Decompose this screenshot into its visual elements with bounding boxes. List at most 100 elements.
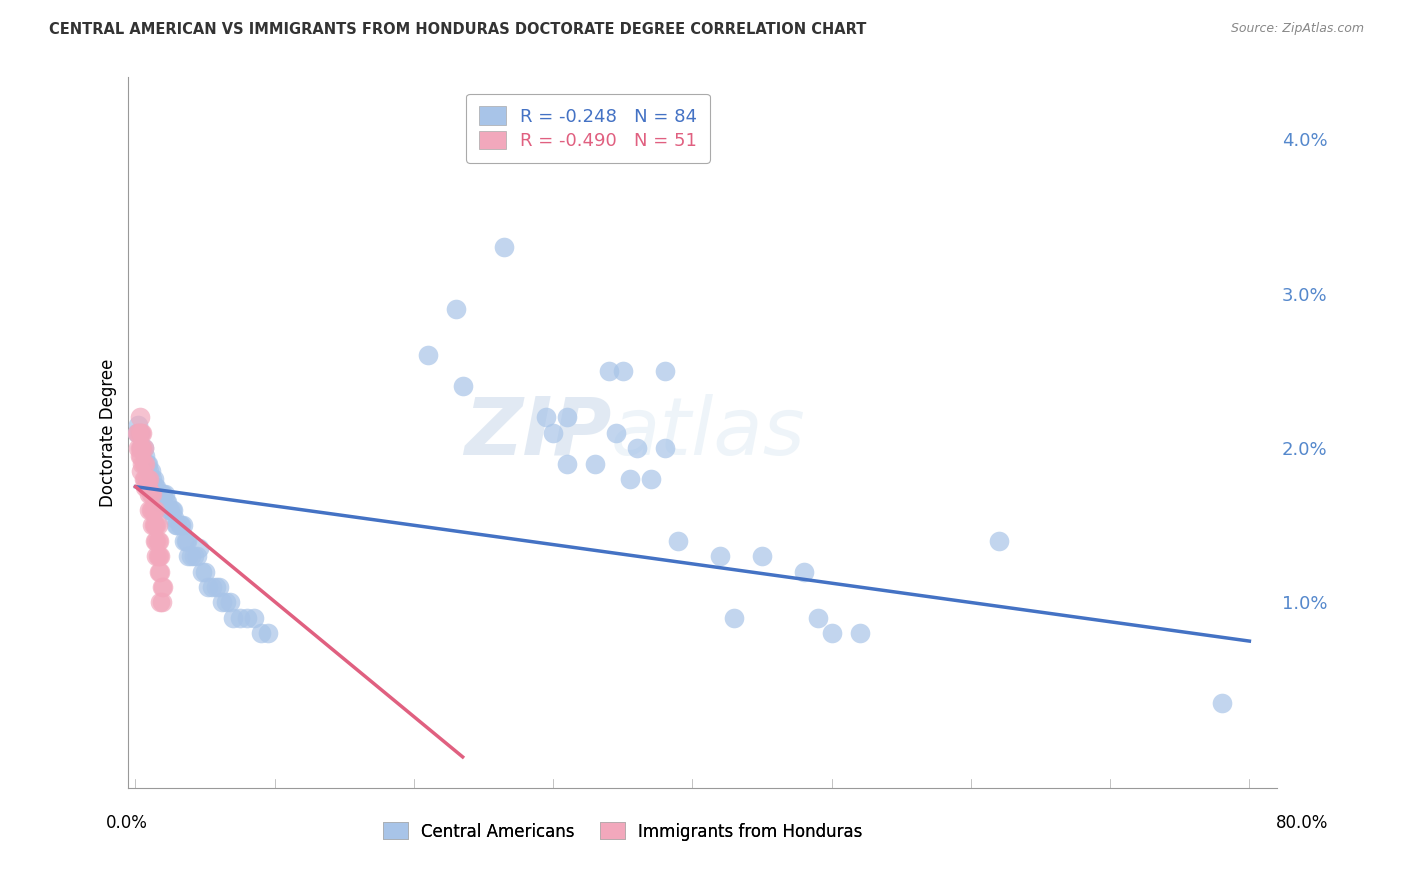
Point <box>256 626 278 640</box>
Point <box>143 480 166 494</box>
Point <box>139 503 162 517</box>
Point <box>132 441 155 455</box>
Point <box>125 425 148 440</box>
Point <box>555 457 578 471</box>
Point <box>143 518 166 533</box>
Point <box>149 565 172 579</box>
Point <box>668 533 690 548</box>
Point <box>416 348 439 362</box>
Point <box>149 549 172 563</box>
Point <box>709 549 731 563</box>
Point <box>146 533 169 548</box>
Point <box>131 425 153 440</box>
Point <box>141 487 163 501</box>
Point <box>134 457 156 471</box>
Point <box>987 533 1010 548</box>
Legend: Central Americans, Immigrants from Honduras: Central Americans, Immigrants from Hondu… <box>373 813 872 850</box>
Point <box>152 487 174 501</box>
Point <box>172 518 194 533</box>
Point <box>134 449 156 463</box>
Text: atlas: atlas <box>612 393 806 472</box>
Point <box>128 425 150 440</box>
Point <box>132 472 155 486</box>
Point <box>145 518 167 533</box>
Point <box>793 565 815 579</box>
Point <box>612 364 634 378</box>
Point <box>129 464 152 478</box>
Point <box>619 472 641 486</box>
Point <box>155 495 177 509</box>
Point <box>136 480 159 494</box>
Point <box>751 549 773 563</box>
Point <box>146 518 169 533</box>
Point <box>135 472 157 486</box>
Text: Source: ZipAtlas.com: Source: ZipAtlas.com <box>1230 22 1364 36</box>
Point <box>555 410 578 425</box>
Point <box>186 549 208 563</box>
Point <box>605 425 627 440</box>
Point <box>848 626 870 640</box>
Point <box>145 533 167 548</box>
Point <box>128 441 150 455</box>
Point <box>129 441 152 455</box>
Point <box>197 580 219 594</box>
Point <box>249 626 271 640</box>
Point <box>153 487 176 501</box>
Point <box>598 364 620 378</box>
Point <box>654 441 676 455</box>
Point <box>149 595 172 609</box>
Point <box>134 472 156 486</box>
Point <box>494 240 516 254</box>
Point <box>129 449 152 463</box>
Point <box>159 503 181 517</box>
Point <box>160 503 183 517</box>
Point <box>142 503 165 517</box>
Point <box>132 457 155 471</box>
Point <box>723 611 745 625</box>
Point <box>139 487 162 501</box>
Point <box>136 472 159 486</box>
Point <box>156 495 179 509</box>
Point <box>821 626 844 640</box>
Point <box>136 457 159 471</box>
Point <box>148 565 170 579</box>
Point <box>127 417 149 432</box>
Point <box>131 441 153 455</box>
Point <box>444 302 467 317</box>
Point <box>127 425 149 440</box>
Point <box>142 518 165 533</box>
Point <box>1211 696 1233 710</box>
Point <box>219 595 242 609</box>
Point <box>135 480 157 494</box>
Point <box>150 595 173 609</box>
Point <box>205 580 228 594</box>
Point <box>180 549 202 563</box>
Point <box>654 364 676 378</box>
Point <box>583 457 606 471</box>
Point <box>127 441 149 455</box>
Point <box>174 533 197 548</box>
Point <box>125 425 148 440</box>
Point <box>128 410 150 425</box>
Point <box>176 533 198 548</box>
Point <box>142 472 165 486</box>
Point <box>128 449 150 463</box>
Point <box>640 472 662 486</box>
Point <box>229 611 252 625</box>
Text: CENTRAL AMERICAN VS IMMIGRANTS FROM HONDURAS DOCTORATE DEGREE CORRELATION CHART: CENTRAL AMERICAN VS IMMIGRANTS FROM HOND… <box>49 22 866 37</box>
Point <box>150 487 173 501</box>
Point <box>132 441 155 455</box>
Point <box>131 441 153 455</box>
Point <box>163 510 186 524</box>
Point <box>162 503 184 517</box>
Point <box>141 518 163 533</box>
Point <box>177 549 200 563</box>
Point <box>141 472 163 486</box>
Point <box>138 464 160 478</box>
Point <box>211 595 233 609</box>
Point <box>166 518 188 533</box>
Point <box>170 518 193 533</box>
Point <box>143 533 166 548</box>
Point <box>451 379 474 393</box>
Point <box>236 611 259 625</box>
